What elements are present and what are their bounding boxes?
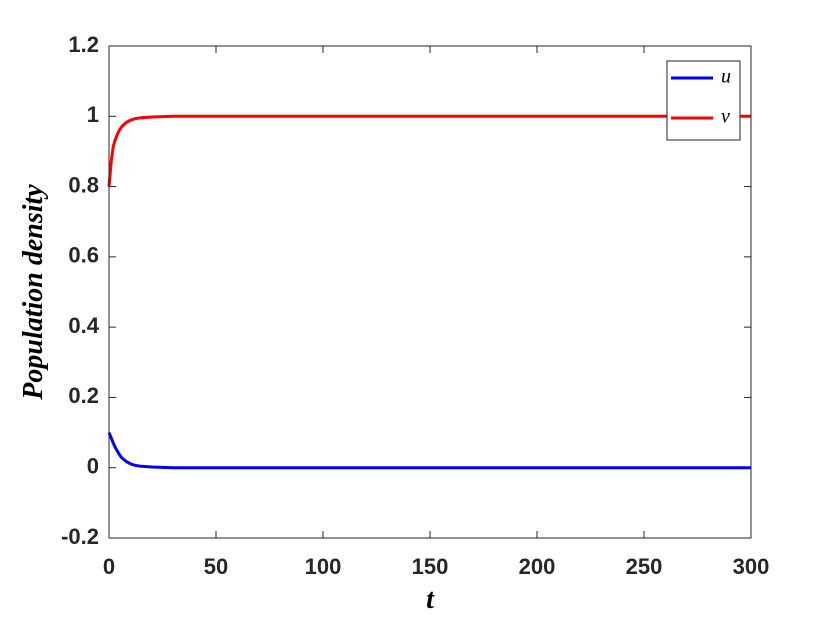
x-tick-label: 100 — [305, 554, 342, 579]
x-tick-label: 150 — [412, 554, 449, 579]
y-tick-label: 1.2 — [68, 32, 99, 57]
x-axis-label: t — [426, 584, 435, 615]
legend-label: v — [721, 106, 730, 128]
line-series — [107, 432, 751, 470]
y-tick-label: 0.6 — [68, 243, 99, 268]
axes-box — [108, 45, 752, 539]
x-tick-label: 0 — [103, 554, 115, 579]
x-tick-label: 200 — [519, 554, 556, 579]
y-axis-label: Population density — [18, 184, 49, 401]
y-tick-label: 0.8 — [68, 172, 99, 197]
x-tick-label: 250 — [626, 554, 663, 579]
legend-box — [666, 60, 741, 141]
x-tick-label: 300 — [733, 554, 770, 579]
y-tick-label: -0.2 — [61, 524, 99, 549]
y-tick-label: 0.2 — [68, 383, 99, 408]
y-tick-label: 0 — [87, 454, 99, 479]
y-tick-label: 0.4 — [68, 313, 99, 338]
legend-label: u — [721, 66, 731, 88]
line-series — [107, 114, 751, 187]
x-tick-label: 50 — [204, 554, 228, 579]
plot-area — [109, 46, 751, 538]
y-tick-label: 1 — [87, 102, 99, 127]
